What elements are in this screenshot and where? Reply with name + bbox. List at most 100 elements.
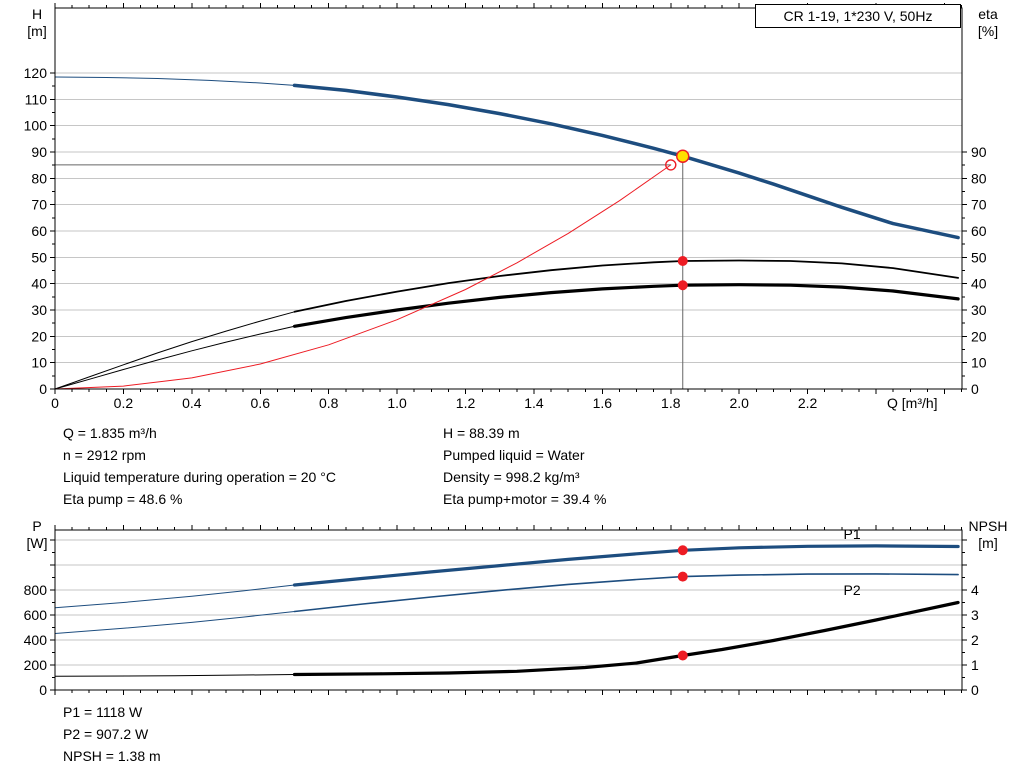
y-left-tick-label: 100 xyxy=(24,118,48,134)
duty-point-requested xyxy=(665,159,677,171)
y-left-tick-label: 400 xyxy=(24,632,48,648)
duty-info-left: Q = 1.835 m³/h n = 2912 rpm Liquid tempe… xyxy=(63,422,336,510)
eta-pump-motor-curve-lead xyxy=(54,325,295,390)
info-liquid-temperature: Liquid temperature during operation = 20… xyxy=(63,469,336,485)
p1-curve-lead xyxy=(54,584,295,609)
p2-curve-label: P2 xyxy=(844,582,861,598)
y-right-tick-label: 4 xyxy=(971,582,979,598)
info-eta-pump-motor: Eta pump+motor = 39.4 % xyxy=(443,491,607,507)
y-left-tick-label: 40 xyxy=(31,276,47,292)
p-axis-title: P [W] xyxy=(14,518,60,552)
x-tick-label: 0.4 xyxy=(182,395,202,411)
info-density: Density = 998.2 kg/m³ xyxy=(443,469,580,485)
info-head: H = 88.39 m xyxy=(443,425,520,441)
info-eta-pump: Eta pump = 48.6 % xyxy=(63,491,183,507)
y-left-tick-label: 50 xyxy=(31,249,47,265)
eta-pump-motor-point xyxy=(677,280,688,291)
p-axis-title-letter: P xyxy=(32,518,42,534)
h-axis-title-unit: [m] xyxy=(27,23,47,39)
x-tick-label: 1.6 xyxy=(593,395,613,411)
x-tick-label: 1.4 xyxy=(524,395,544,411)
y-left-tick-label: 0 xyxy=(39,381,47,397)
y-right-tick-label: 1 xyxy=(971,657,979,673)
x-tick-label: 0.2 xyxy=(114,395,134,411)
y-left-tick-label: 90 xyxy=(31,144,47,160)
x-tick-label: 1.8 xyxy=(661,395,681,411)
npsh-point xyxy=(677,650,688,661)
p1-curve xyxy=(292,544,960,587)
pump-model-box: CR 1-19, 1*230 V, 50Hz xyxy=(755,4,961,28)
eta-pump-point xyxy=(677,256,688,267)
y-left-tick-label: 200 xyxy=(24,657,48,673)
y-right-tick-label: 30 xyxy=(971,302,987,318)
npsh-axis-title: NPSH [m] xyxy=(956,518,1020,552)
y-left-tick-label: 80 xyxy=(31,170,47,186)
eta-axis-title: eta [%] xyxy=(962,6,1014,40)
x-tick-label: 2.0 xyxy=(729,395,749,411)
y-right-tick-label: 20 xyxy=(971,328,987,344)
power-info: P1 = 1118 W P2 = 907.2 W NPSH = 1.38 m xyxy=(63,701,161,767)
x-tick-label: 1.0 xyxy=(387,395,407,411)
y-left-tick-label: 20 xyxy=(31,328,47,344)
info-npsh: NPSH = 1.38 m xyxy=(63,748,161,764)
duty-info-right: H = 88.39 m Pumped liquid = Water Densit… xyxy=(443,422,606,510)
h-axis-title: H [m] xyxy=(14,6,60,40)
y-right-tick-label: 40 xyxy=(971,276,987,292)
h-axis-title-letter: H xyxy=(31,6,43,22)
y-left-tick-label: 60 xyxy=(31,223,47,239)
x-tick-label: 0.8 xyxy=(319,395,339,411)
plot-frame xyxy=(54,529,963,691)
x-axis-label: Q [m³/h] xyxy=(887,395,938,411)
y-left-tick-label: 120 xyxy=(24,65,48,81)
info-flow: Q = 1.835 m³/h xyxy=(63,425,157,441)
x-tick-label: 2.2 xyxy=(798,395,818,411)
y-left-tick-label: 600 xyxy=(24,607,48,623)
system-curve xyxy=(54,164,672,390)
p-axis-title-unit: [W] xyxy=(26,535,48,551)
y-left-tick-label: 0 xyxy=(39,682,47,698)
eta-pump-curve xyxy=(293,259,959,313)
y-right-tick-label: 50 xyxy=(971,249,987,265)
eta-pump-curve-lead xyxy=(54,311,295,390)
power-npsh-chart: 0 200 400 600 800 0 1 2 3 4 P1 P2 xyxy=(24,525,979,698)
plot-frame xyxy=(54,7,963,390)
pump-curve-lead xyxy=(54,76,295,86)
p2-curve-lead xyxy=(54,611,295,634)
p1-point xyxy=(677,545,688,556)
y-left-tick-label: 30 xyxy=(31,302,47,318)
y-right-tick-label: 0 xyxy=(971,381,979,397)
duty-point-actual xyxy=(676,149,690,163)
p2-curve xyxy=(293,573,959,613)
y-right-tick-label: 80 xyxy=(971,170,987,186)
x-tick-label: 1.2 xyxy=(456,395,476,411)
x-tick-label: 0.6 xyxy=(251,395,271,411)
info-speed: n = 2912 rpm xyxy=(63,447,146,463)
y-right-tick-label: 2 xyxy=(971,632,979,648)
y-left-tick-label: 10 xyxy=(31,355,47,371)
y-right-tick-label: 90 xyxy=(971,144,987,160)
npsh-curve-lead xyxy=(54,674,295,677)
pump-curve xyxy=(292,83,960,240)
y-left-tick-label: 70 xyxy=(31,197,47,213)
npsh-curve xyxy=(292,600,960,677)
info-p1: P1 = 1118 W xyxy=(63,704,143,720)
p1-curve-label: P1 xyxy=(844,526,861,542)
y-left-tick-label: 800 xyxy=(24,582,48,598)
eta-pump-motor-curve xyxy=(292,283,960,328)
x-tick-label: 0 xyxy=(51,395,59,411)
y-right-tick-label: 10 xyxy=(971,355,987,371)
qh-eta-chart: 0 0.2 0.4 0.6 0.8 1.0 1.2 1.4 1.6 1.8 2.0 2.2 Q [m³/… xyxy=(24,3,987,411)
info-pumped-liquid: Pumped liquid = Water xyxy=(443,447,585,463)
npsh-axis-title-letter: NPSH xyxy=(968,518,1008,534)
y-right-tick-label: 3 xyxy=(971,607,979,623)
info-p2: P2 = 907.2 W xyxy=(63,726,149,742)
eta-axis-title-letter: eta xyxy=(978,6,998,22)
npsh-axis-title-unit: [m] xyxy=(978,535,998,551)
y-right-tick-label: 70 xyxy=(971,197,987,213)
p2-point xyxy=(677,571,688,582)
y-right-tick-label: 60 xyxy=(971,223,987,239)
y-left-tick-label: 110 xyxy=(25,91,48,107)
eta-axis-title-unit: [%] xyxy=(977,23,999,39)
y-right-tick-label: 0 xyxy=(971,682,979,698)
